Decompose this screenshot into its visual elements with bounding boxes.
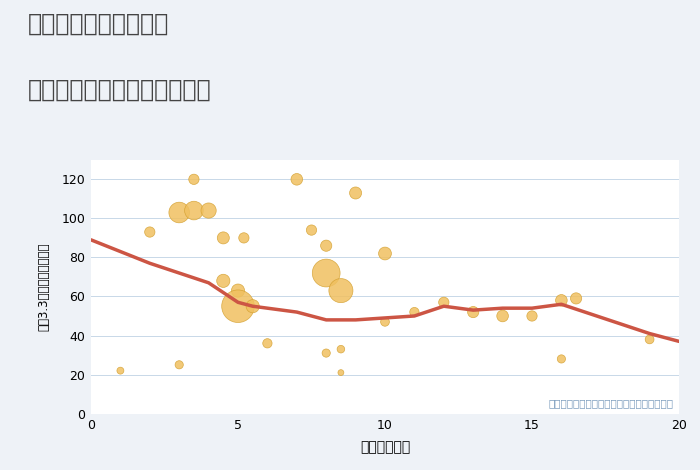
Point bbox=[350, 189, 361, 197]
Point bbox=[438, 298, 449, 306]
Point bbox=[174, 361, 185, 368]
Point bbox=[526, 312, 538, 320]
Y-axis label: 坪（3.3㎡）単価（万円）: 坪（3.3㎡）単価（万円） bbox=[38, 243, 50, 331]
Text: 駅距離別中古マンション価格: 駅距離別中古マンション価格 bbox=[28, 78, 211, 102]
Point bbox=[203, 207, 214, 214]
Point bbox=[379, 318, 391, 326]
Point bbox=[262, 339, 273, 347]
Point bbox=[321, 349, 332, 357]
Point bbox=[321, 269, 332, 277]
Point bbox=[115, 367, 126, 375]
Point bbox=[570, 295, 582, 302]
Point bbox=[174, 209, 185, 216]
Point bbox=[218, 277, 229, 285]
Point bbox=[218, 234, 229, 242]
Point bbox=[232, 287, 244, 294]
Text: 円の大きさは、取引のあった物件面積を示す: 円の大きさは、取引のあった物件面積を示す bbox=[548, 398, 673, 408]
Point bbox=[556, 297, 567, 304]
Point bbox=[644, 336, 655, 343]
Point bbox=[556, 355, 567, 363]
Point bbox=[468, 308, 479, 316]
Point bbox=[321, 242, 332, 250]
Point bbox=[188, 176, 199, 183]
Point bbox=[335, 287, 346, 294]
Point bbox=[379, 250, 391, 257]
Point bbox=[335, 369, 346, 376]
Point bbox=[247, 303, 258, 310]
Point bbox=[335, 345, 346, 353]
Point bbox=[409, 308, 420, 316]
Point bbox=[291, 176, 302, 183]
Point bbox=[306, 227, 317, 234]
Point bbox=[238, 234, 249, 242]
Point bbox=[497, 312, 508, 320]
Point bbox=[188, 207, 199, 214]
Point bbox=[232, 303, 244, 310]
Text: 奈良県畝傍御陵前駅の: 奈良県畝傍御陵前駅の bbox=[28, 12, 169, 36]
X-axis label: 駅距離（分）: 駅距離（分） bbox=[360, 440, 410, 454]
Point bbox=[144, 228, 155, 236]
